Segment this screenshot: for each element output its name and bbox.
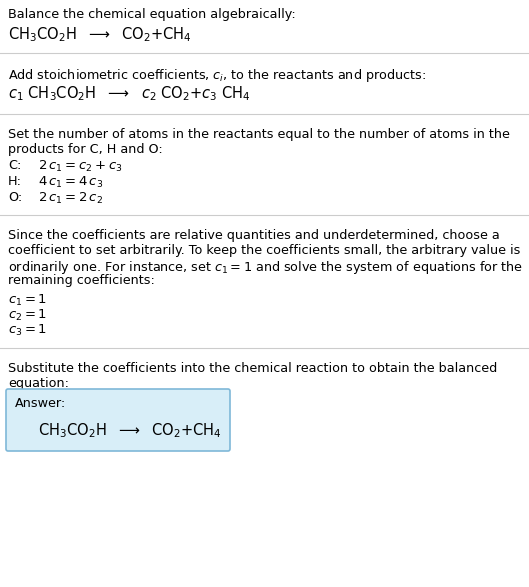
Text: O:: O: [8,191,22,204]
Text: ordinarily one. For instance, set $c_1 = 1$ and solve the system of equations fo: ordinarily one. For instance, set $c_1 =… [8,259,523,276]
Text: $2\,c_1 = 2\,c_2$: $2\,c_1 = 2\,c_2$ [38,191,103,206]
Text: $c_2 = 1$: $c_2 = 1$ [8,308,47,323]
Text: $c_3 = 1$: $c_3 = 1$ [8,323,47,338]
Text: remaining coefficients:: remaining coefficients: [8,274,155,287]
Text: $c_1 = 1$: $c_1 = 1$ [8,293,47,308]
Text: $c_1$ $\mathsf{CH_3CO_2H}$  $\longrightarrow$  $c_2$ $\mathsf{CO_2}$$ + $$c_3$ $: $c_1$ $\mathsf{CH_3CO_2H}$ $\longrightar… [8,84,251,103]
Text: Add stoichiometric coefficients, $c_i$, to the reactants and products:: Add stoichiometric coefficients, $c_i$, … [8,67,426,84]
Text: $4\,c_1 = 4\,c_3$: $4\,c_1 = 4\,c_3$ [38,175,103,190]
Text: Answer:: Answer: [15,397,66,410]
Text: Substitute the coefficients into the chemical reaction to obtain the balanced: Substitute the coefficients into the che… [8,362,497,375]
Text: Balance the chemical equation algebraically:: Balance the chemical equation algebraica… [8,8,296,21]
Text: $2\,c_1 = c_2 + c_3$: $2\,c_1 = c_2 + c_3$ [38,159,123,174]
Text: $\mathsf{CH_3CO_2H}$  $\longrightarrow$  $\mathsf{CO_2}$$ + $$\mathsf{CH_4}$: $\mathsf{CH_3CO_2H}$ $\longrightarrow$ $… [8,25,192,43]
Text: products for C, H and O:: products for C, H and O: [8,143,163,156]
Text: H:: H: [8,175,22,188]
Text: Set the number of atoms in the reactants equal to the number of atoms in the: Set the number of atoms in the reactants… [8,128,510,141]
Text: Since the coefficients are relative quantities and underdetermined, choose a: Since the coefficients are relative quan… [8,229,500,242]
Text: C:: C: [8,159,21,172]
Text: $\mathsf{CH_3CO_2H}$  $\longrightarrow$  $\mathsf{CO_2}$$ + $$\mathsf{CH_4}$: $\mathsf{CH_3CO_2H}$ $\longrightarrow$ $… [38,421,222,440]
Text: equation:: equation: [8,377,69,390]
Text: coefficient to set arbitrarily. To keep the coefficients small, the arbitrary va: coefficient to set arbitrarily. To keep … [8,244,521,257]
FancyBboxPatch shape [6,389,230,451]
